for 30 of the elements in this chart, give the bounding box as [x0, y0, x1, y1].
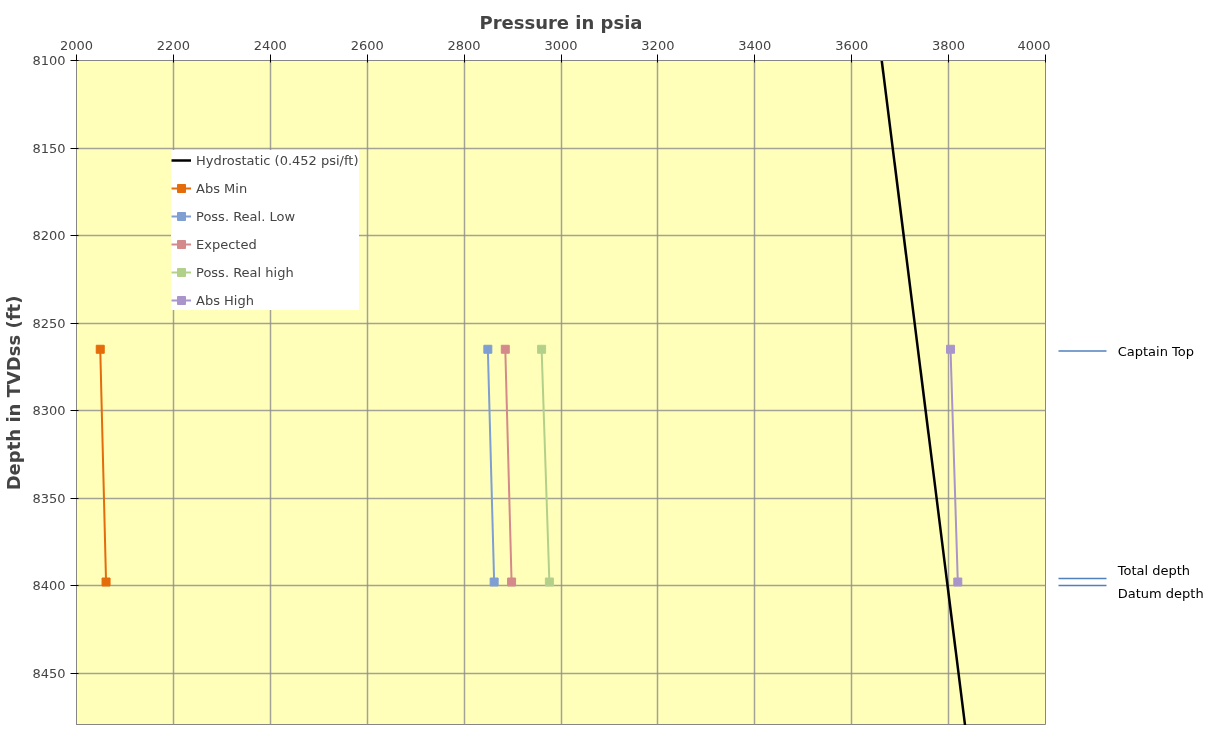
x-tick-label: 2600	[350, 37, 384, 53]
y-tick-label: 8100	[32, 53, 66, 68]
y-tick-label: 8150	[32, 140, 66, 156]
ref-line-label: Datum depth	[1117, 586, 1204, 601]
ref-line-label: Captain Top	[1117, 343, 1194, 359]
y-tick-label: 8400	[32, 578, 66, 593]
x-tick-label: 2800	[447, 37, 481, 53]
y-tick-label: 8450	[32, 665, 66, 681]
x-tick-label: 2000	[59, 37, 94, 53]
y-tick-label: 8350	[32, 490, 66, 506]
x-tick-label: 2200	[156, 37, 190, 53]
x-tick-label: 2400	[253, 37, 287, 53]
legend-label: Expected	[196, 236, 257, 252]
legend-label: Abs Min	[196, 180, 248, 196]
ref-line-label: Total depth	[1116, 563, 1191, 578]
x-tick-label: 3600	[835, 37, 869, 53]
y-tick-label: 8250	[32, 315, 66, 331]
y-tick-label: 8300	[32, 403, 66, 418]
x-tick-label: 3200	[641, 37, 675, 53]
x-tick-label: 3800	[932, 37, 966, 53]
legend-label: Hydrostatic (0.452 psi/ft)	[196, 152, 359, 168]
x-tick-label: 3400	[738, 37, 772, 53]
legend-label: Poss. Real high	[196, 264, 294, 280]
legend-label: Abs High	[196, 292, 254, 308]
legend-label: Poss. Real. Low	[196, 208, 296, 224]
y-axis-title: Depth in TVDss (ft)	[3, 295, 25, 491]
x-tick-label: 4000	[1017, 37, 1051, 53]
x-tick-label: 3000	[544, 37, 578, 53]
y-tick-label: 8200	[32, 228, 66, 243]
x-axis-title: Pressure in psia	[479, 11, 643, 33]
